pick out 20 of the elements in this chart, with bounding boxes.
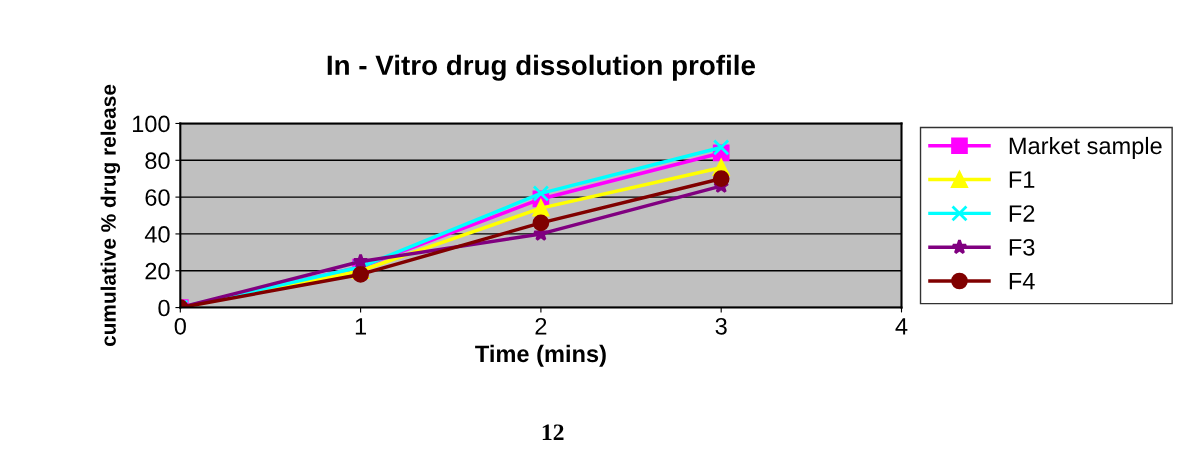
legend-label: F2: [1009, 205, 1035, 222]
y-tick-label: 100: [132, 115, 170, 133]
legend-label: Market sample: [1009, 136, 1162, 159]
chart-title: In - Vitro drug dissolution profile: [327, 54, 755, 81]
y-tick-label: 0: [158, 299, 170, 317]
x-tick-label: 2: [535, 317, 547, 335]
y-axis-title: cumulative % drug release: [100, 84, 121, 347]
y-tick-label: 80: [145, 152, 170, 170]
x-tick-label: 0: [174, 317, 186, 335]
x-tick-label: 3: [715, 317, 727, 335]
y-tick-label: 60: [145, 189, 170, 206]
legend-label: F1: [1009, 171, 1035, 188]
y-tick-label: 40: [144, 226, 170, 243]
x-tick-label: 1: [355, 318, 367, 335]
text: 12: [542, 424, 564, 441]
x-axis-title: Time (mins): [475, 344, 606, 367]
legend-label: F4: [1009, 273, 1035, 290]
y-tick-label: 20: [145, 262, 170, 280]
legend-label: F3: [1009, 238, 1035, 256]
x-tick-label: 4: [895, 318, 908, 335]
